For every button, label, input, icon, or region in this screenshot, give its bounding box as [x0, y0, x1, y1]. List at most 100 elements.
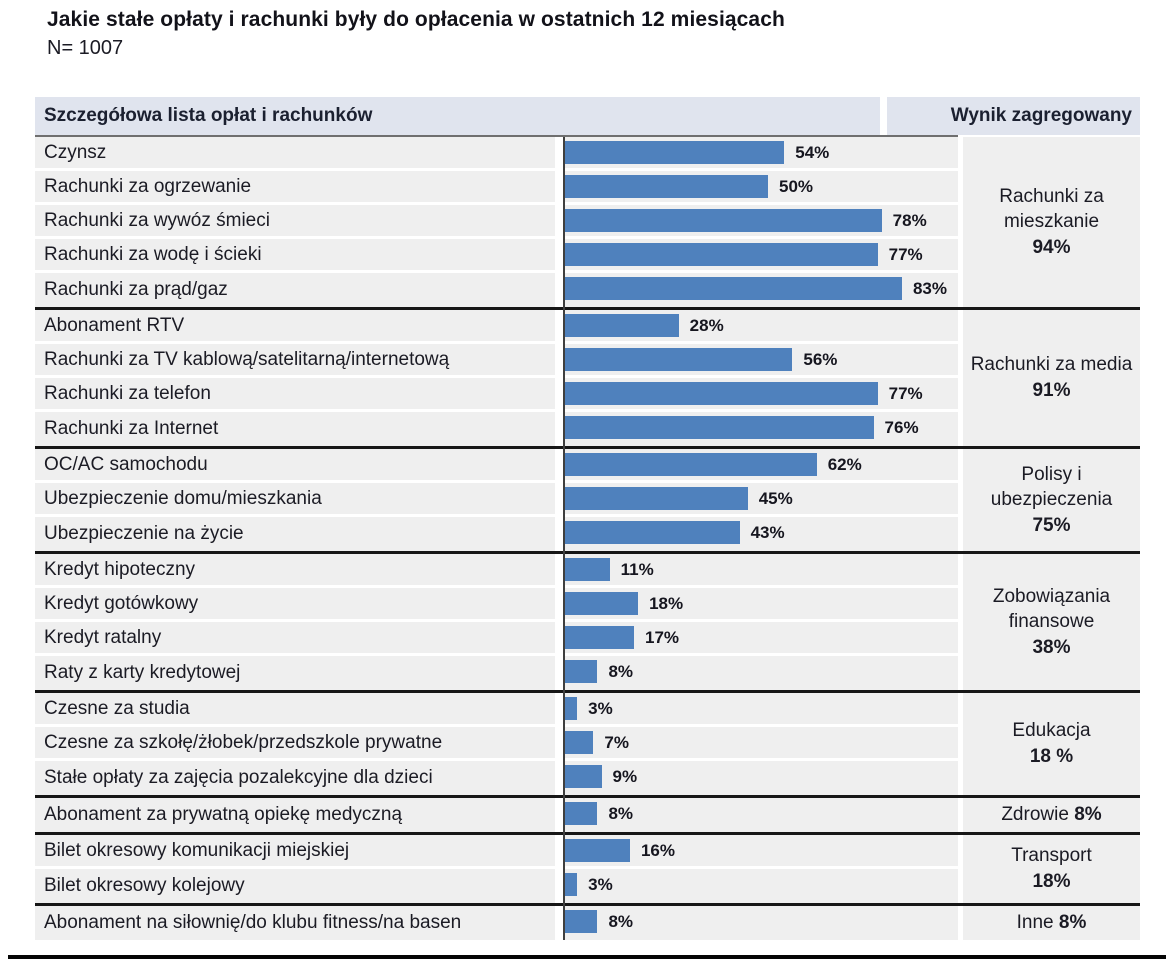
aggregate-value: 18%: [1032, 871, 1071, 892]
row-gap: [555, 798, 565, 832]
aggregate-gap: [958, 554, 963, 690]
bottom-rule: [8, 955, 1166, 959]
bar: [565, 277, 902, 300]
row-gap: [555, 205, 565, 236]
aggregate-name: Zobowiązania finansowe: [992, 585, 1111, 633]
bar-value-label: 8%: [608, 662, 634, 681]
bar-value-label: 78%: [892, 211, 927, 230]
row-label: Ubezpieczenie na życie: [35, 517, 555, 551]
bar-value-label: 45%: [758, 489, 793, 508]
row-gap: [555, 869, 565, 903]
row-label: Rachunki za wodę i ścieki: [35, 239, 555, 270]
aggregate-name: Rachunki za mieszkanie: [999, 185, 1104, 233]
row-label: Rachunki za ogrzewanie: [35, 171, 555, 202]
aggregate-value: 38%: [1032, 636, 1071, 658]
row-label: Abonament na siłownię/do klubu fitness/n…: [35, 906, 555, 940]
row-label: Rachunki za telefon: [35, 378, 555, 409]
bar: [565, 910, 598, 933]
chart-row: Rachunki za Internet 76%: [35, 412, 958, 446]
bar-value-label: 77%: [888, 245, 923, 264]
chart-group: Czesne za studia 3% Czesne za szkołę/żłobe…: [35, 690, 1140, 795]
chart-row: Rachunki za wywóz śmieci 78%: [35, 205, 958, 239]
bar: [565, 839, 630, 862]
row-gap: [555, 412, 565, 446]
chart-row: Czesne za szkołę/żłobek/przedszkole pryw…: [35, 727, 958, 761]
bar-track: 76%: [565, 412, 958, 446]
row-label: Stałe opłaty za zajęcia pozalekcyjne dla…: [35, 761, 555, 795]
row-gap: [555, 554, 565, 585]
bar-track: 18%: [565, 588, 958, 619]
bar-value-label: 11%: [620, 560, 654, 579]
chart-group: Abonament RTV 28% Rachunki za TV kablową/s…: [35, 307, 1140, 446]
bar-value-label: 28%: [689, 316, 724, 335]
chart-row: Kredyt gotówkowy 18%: [35, 588, 958, 622]
bar-track: 16%: [565, 835, 958, 866]
row-label: Bilet okresowy kolejowy: [35, 869, 555, 903]
row-gap: [555, 835, 565, 866]
bar: [565, 592, 639, 615]
aggregate-cell: Zdrowie 8%: [963, 798, 1140, 832]
aggregate-cell: Transport 18%: [963, 835, 1140, 903]
aggregate-value: 18 %: [1029, 746, 1074, 767]
header-detailed-list: Szczegółowa lista opłat i rachunków: [35, 97, 880, 135]
axis-line: [563, 137, 565, 940]
bar-value-label: 3%: [588, 875, 613, 894]
bar-value-label: 77%: [888, 384, 923, 403]
bar-value-label: 83%: [912, 279, 947, 298]
row-gap: [555, 171, 565, 202]
bar-value-label: 8%: [608, 912, 634, 931]
table-body: Czynsz 54% Rachunki za ogrzewanie 50% Rachun…: [35, 137, 1140, 940]
row-gap: [555, 906, 565, 940]
bar-track: 3%: [565, 869, 958, 903]
row-gap: [555, 344, 565, 375]
bar-track: 8%: [565, 656, 958, 690]
aggregate-name: Transport: [1011, 845, 1092, 867]
aggregate-gap: [958, 798, 963, 832]
bar: [565, 697, 578, 720]
chart-group: Abonament za prywatną opiekę medyczną 8% Z…: [35, 795, 1140, 832]
bar: [565, 765, 602, 788]
bar-value-label: 43%: [750, 523, 785, 542]
bar-track: 77%: [565, 378, 958, 409]
bar: [565, 521, 740, 544]
aggregate-cell: Inne 8%: [963, 906, 1140, 940]
chart-row: Rachunki za TV kablową/satelitarną/inter…: [35, 344, 958, 378]
aggregate-cell: Rachunki za media 91%: [963, 310, 1140, 446]
row-label: Rachunki za Internet: [35, 412, 555, 446]
group-rows: Bilet okresowy komunikacji miejskiej 16% B…: [35, 835, 958, 903]
bar-track: 3%: [565, 693, 958, 724]
group-rows: Kredyt hipoteczny 11% Kredyt gotówkowy 18% K…: [35, 554, 958, 690]
bar-track: 8%: [565, 906, 958, 940]
aggregate-gap: [958, 693, 963, 795]
aggregate-gap: [958, 906, 963, 940]
chart-group: Abonament na siłownię/do klubu fitness/n…: [35, 903, 1140, 940]
bar: [565, 660, 598, 683]
aggregate-value: 75%: [1032, 514, 1071, 536]
row-gap: [555, 517, 565, 551]
group-rows: Czynsz 54% Rachunki za ogrzewanie 50% Rachun…: [35, 137, 958, 307]
bar: [565, 382, 878, 405]
bar-value-label: 3%: [588, 699, 613, 718]
row-label: Rachunki za wywóz śmieci: [35, 205, 555, 236]
chart-row: Abonament na siłownię/do klubu fitness/n…: [35, 906, 958, 940]
chart-row: Abonament RTV 28%: [35, 310, 958, 344]
bar-value-label: 76%: [884, 418, 919, 437]
row-gap: [555, 310, 565, 341]
row-gap: [555, 622, 565, 653]
group-rows: OC/AC samochodu 62% Ubezpieczenie domu/mie…: [35, 449, 958, 551]
row-label: Ubezpieczenie domu/mieszkania: [35, 483, 555, 514]
chart-group: OC/AC samochodu 62% Ubezpieczenie domu/mie…: [35, 446, 1140, 551]
bar-track: 8%: [565, 798, 958, 832]
row-label: Czesne za studia: [35, 693, 555, 724]
bar-track: 62%: [565, 449, 958, 480]
bar: [565, 141, 785, 164]
chart-row: Rachunki za ogrzewanie 50%: [35, 171, 958, 205]
chart-group: Czynsz 54% Rachunki za ogrzewanie 50% Rachun…: [35, 137, 1140, 307]
bar-track: 45%: [565, 483, 958, 514]
row-gap: [555, 378, 565, 409]
chart-table: Szczegółowa lista opłat i rachunków Wyni…: [35, 97, 1140, 940]
row-gap: [555, 483, 565, 514]
chart-group: Kredyt hipoteczny 11% Kredyt gotówkowy 18% K…: [35, 551, 1140, 690]
bar: [565, 243, 878, 266]
bar-track: 77%: [565, 239, 958, 270]
